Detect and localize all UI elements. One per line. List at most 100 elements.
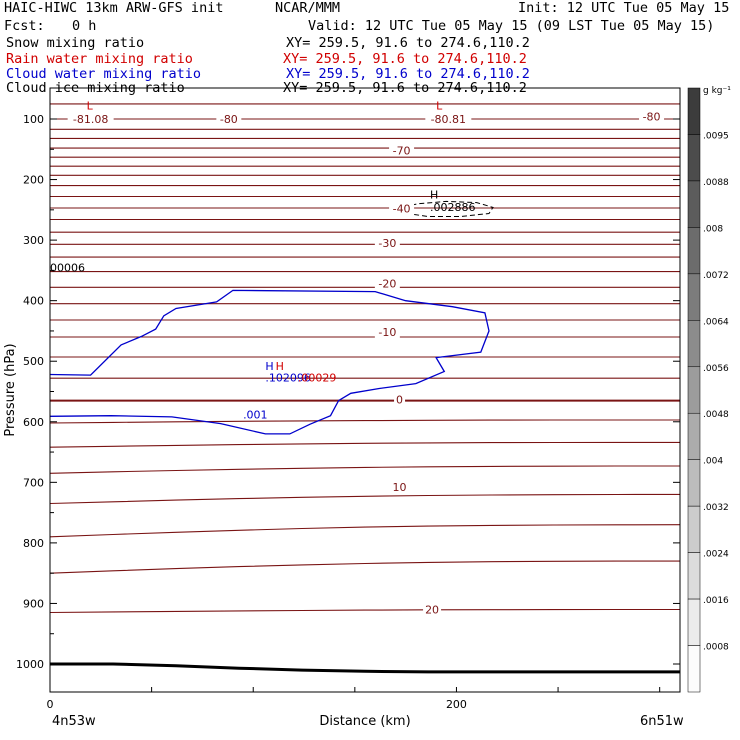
isotherm-line <box>49 465 680 474</box>
org-label: NCAR/MMM <box>275 0 341 16</box>
colorbar-swatch <box>687 552 701 600</box>
y-tick-label: 900 <box>23 597 44 610</box>
fcst-value: 0 h <box>72 18 97 34</box>
temperature-label: -80 <box>220 113 238 126</box>
field-cloudwater-xy: XY= 259.5, 91.6 to 274.6,110.2 <box>286 66 530 82</box>
colorbar-swatch <box>687 366 701 414</box>
temperature-label-bg <box>394 392 406 406</box>
extremum-label: H <box>276 360 284 373</box>
temperature-label: -30 <box>378 237 396 250</box>
temperature-label: 20 <box>425 604 439 617</box>
extremum-label: H <box>265 360 273 373</box>
init-time: Init: 12 UTC Tue 05 May 15 <box>518 0 730 16</box>
plot-frame <box>49 87 681 693</box>
temperature-label-bg <box>374 325 400 339</box>
colorbar-swatch <box>687 598 701 646</box>
isotherm-line <box>49 441 680 448</box>
isotherm-line <box>49 560 680 574</box>
colorbar-swatch <box>687 645 701 693</box>
surface-pressure-line <box>50 662 680 674</box>
temperature-label: -40 <box>393 203 411 216</box>
colorbar-label: .0048 <box>703 410 729 420</box>
temperature-label: -10 <box>378 326 396 339</box>
temperature-label-bg <box>639 109 665 123</box>
colorbar-swatch <box>687 412 701 460</box>
colorbar-swatch <box>687 505 701 553</box>
y-tick-label: 600 <box>23 416 44 429</box>
y-tick-label: 200 <box>23 174 44 187</box>
colorbar-unit: g kg⁻¹ <box>703 86 731 96</box>
colorbar-label: .0008 <box>703 643 729 653</box>
colorbar-label: .0095 <box>703 131 729 141</box>
colorbar-label: .0064 <box>703 317 729 327</box>
temperature-label-bg <box>389 143 415 157</box>
temperature-label: -81.08 <box>73 113 108 126</box>
temperature-label-bg <box>216 112 242 125</box>
extremum-label: 00006 <box>50 261 85 274</box>
x-tick-label: 200 <box>446 698 467 711</box>
colorbar-swatch <box>687 320 701 368</box>
colorbar-label: .008 <box>703 224 723 234</box>
temperature-labels: -81.08 -80 -80.81 -80 -70 -40 -30 -20 -10 0 10 20 <box>67 109 665 617</box>
x-axis-label: Distance (km) <box>319 714 410 729</box>
colorbar-swatch <box>687 87 701 135</box>
extremum-label: .102096 <box>265 372 311 385</box>
field-cloudice-xy: XY= 259.5, 91.6 to 274.6,110.2 <box>283 80 527 96</box>
temperature-label: -80 <box>643 111 661 124</box>
colorbar: .0095 .0088 .008 .0072 .0064 .0056 .0048 .004 .0… <box>687 87 729 693</box>
x-axis: 0 200 <box>47 687 661 711</box>
field-rain-xy: XY= 259.5, 91.6 to 274.6,110.2 <box>283 51 527 67</box>
y-tick-label: 500 <box>23 355 44 368</box>
y-tick-label: 1000 <box>16 658 44 671</box>
cloud-water-contour <box>49 289 490 435</box>
temperature-label-bg <box>374 236 400 250</box>
isotherm-line <box>49 493 681 505</box>
isotherm-line <box>49 608 680 614</box>
isotherm-line <box>49 524 681 538</box>
y-tick-label: 300 <box>23 234 44 247</box>
x-tick-label: 0 <box>47 698 54 711</box>
x-right-label: 6n51w <box>640 714 684 729</box>
extremum-label: .002886 <box>430 201 476 214</box>
y-tick-label: 400 <box>23 295 44 308</box>
temperature-label-bg <box>390 480 409 494</box>
colorbar-label: .0072 <box>703 271 729 281</box>
isotherm-line <box>49 419 680 424</box>
y-tick-label: 100 <box>23 113 44 126</box>
temperature-label: -20 <box>378 278 396 291</box>
colorbar-label: .004 <box>703 457 723 467</box>
colorbar-swatch <box>687 459 701 507</box>
fcst-label: Fcst: <box>4 18 45 34</box>
colorbar-label: .0016 <box>703 596 729 606</box>
temperature-label-bg <box>389 201 415 215</box>
temperature-label: -80.81 <box>431 113 466 126</box>
colorbar-label: .0024 <box>703 550 729 560</box>
colorbar-swatch <box>687 273 701 321</box>
x-left-label: 4n53w <box>52 714 96 729</box>
colorbar-swatch <box>687 134 701 182</box>
temperature-label: -70 <box>393 144 411 157</box>
colorbar-swatch <box>687 180 701 228</box>
colorbar-label: .0032 <box>703 503 729 513</box>
colorbar-label: .0056 <box>703 364 729 374</box>
field-cloudwater-name: Cloud water mixing ratio <box>6 66 202 82</box>
extremum-label: L <box>87 100 94 113</box>
field-snow-name: Snow mixing ratio <box>6 35 145 51</box>
extremum-label: H <box>430 189 438 202</box>
model-title: HAIC-HIWC 13km ARW-GFS init <box>4 0 224 16</box>
colorbar-label: .0088 <box>703 178 729 188</box>
field-snow-xy: XY= 259.5, 91.6 to 274.6,110.2 <box>286 35 530 51</box>
y-tick-label: 800 <box>23 537 44 550</box>
extremum-label: L <box>436 100 443 113</box>
extremum-label: .001 <box>243 409 268 422</box>
cloud-ice-contour <box>403 200 494 217</box>
temperature-label: 0 <box>396 393 403 406</box>
temperature-label: 10 <box>393 481 407 494</box>
temperature-label-bg <box>67 112 114 125</box>
isotherm-lines <box>49 103 681 614</box>
field-rain-name: Rain water mixing ratio <box>6 51 193 67</box>
temperature-label-bg <box>425 112 472 125</box>
